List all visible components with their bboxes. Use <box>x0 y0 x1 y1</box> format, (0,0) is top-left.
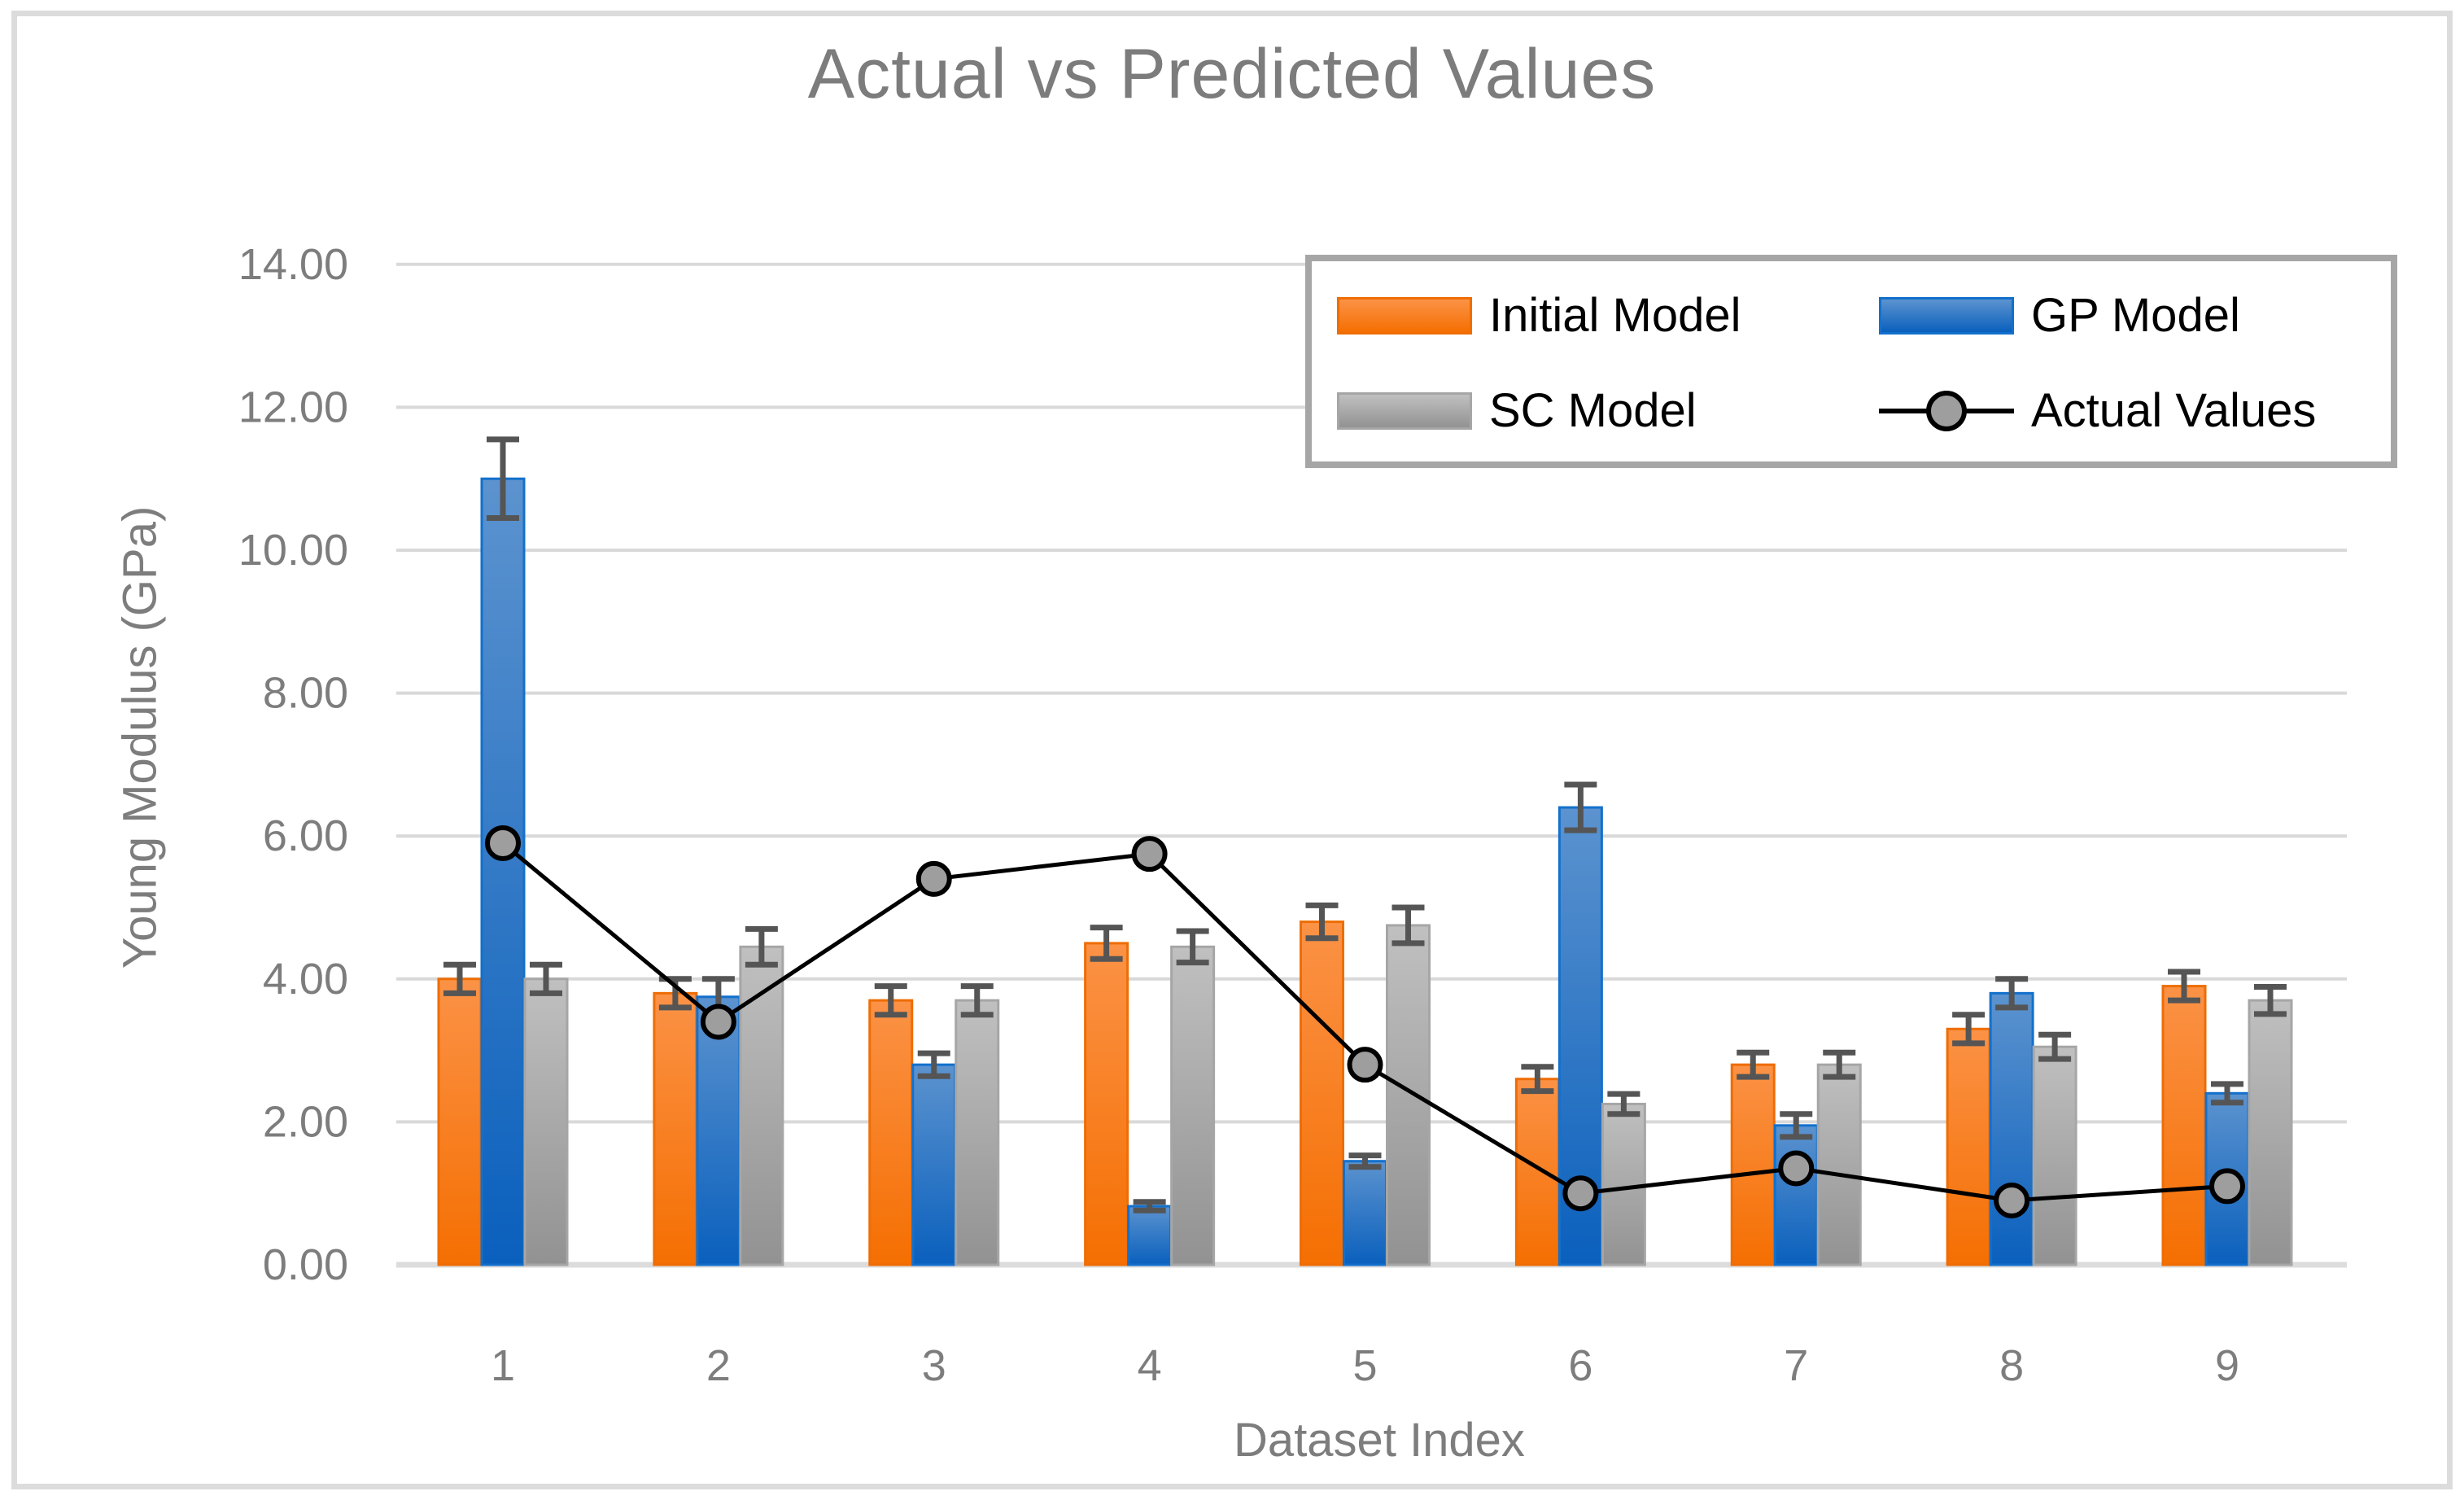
y-tick-label-2: 2.00 <box>263 1097 348 1146</box>
bar-initial-3 <box>868 999 914 1266</box>
legend-label-initial-model: Initial Model <box>1489 289 1741 342</box>
y-tick-label-10: 10.00 <box>238 526 348 575</box>
bar-gp-1 <box>480 477 526 1266</box>
error-bar-gp-3 <box>917 1050 950 1079</box>
actual-values-marker-icon <box>1879 390 2014 431</box>
error-bar-initial-1 <box>443 961 476 996</box>
bar-gp-5 <box>1343 1160 1387 1266</box>
actual-marker-5 <box>1347 1047 1383 1083</box>
error-bar-sc-5 <box>1391 904 1425 947</box>
y-tick-label-0: 0.00 <box>263 1240 348 1289</box>
actual-marker-3 <box>915 860 952 897</box>
x-tick-label-8: 8 <box>1999 1341 2024 1390</box>
x-axis-title: Dataset Index <box>1234 1414 1525 1467</box>
y-tick-label-4: 4.00 <box>263 955 348 1004</box>
gp-model-swatch-icon <box>1879 296 2014 335</box>
bar-sc-1 <box>523 977 569 1266</box>
actual-marker-2 <box>700 1004 736 1040</box>
bar-gp-3 <box>911 1063 957 1266</box>
error-bar-initial-3 <box>874 983 907 1018</box>
error-bar-gp-7 <box>1780 1111 1813 1140</box>
error-bar-sc-1 <box>530 961 562 996</box>
error-bar-gp-5 <box>1348 1152 1382 1170</box>
legend-label-sc-model: SC Model <box>1489 384 1697 437</box>
y-tick-label-12: 12.00 <box>238 383 348 431</box>
legend: Initial Model GP Model SC Model Actual V… <box>1305 255 2397 468</box>
x-tick-label-6: 6 <box>1568 1341 1592 1390</box>
legend-label-actual-values: Actual Values <box>2031 384 2317 437</box>
bar-sc-8 <box>2032 1045 2077 1266</box>
bar-initial-8 <box>1946 1027 1991 1266</box>
x-tick-label-1: 1 <box>491 1341 515 1390</box>
sc-model-swatch-icon <box>1337 391 1472 430</box>
error-bar-sc-9 <box>2254 983 2287 1017</box>
bar-gp-7 <box>1773 1124 1819 1266</box>
error-bar-initial-5 <box>1305 902 1339 942</box>
legend-label-gp-model: GP Model <box>2031 289 2240 342</box>
actual-marker-1 <box>485 824 521 861</box>
actual-marker-6 <box>1562 1175 1599 1212</box>
bar-initial-7 <box>1730 1063 1776 1266</box>
bar-sc-2 <box>739 945 784 1266</box>
actual-marker-8 <box>1994 1182 2030 1218</box>
bar-sc-5 <box>1386 924 1431 1266</box>
bar-initial-6 <box>1514 1078 1560 1266</box>
actual-marker-4 <box>1131 836 1168 872</box>
bar-initial-4 <box>1084 942 1129 1266</box>
bar-sc-7 <box>1816 1063 1862 1266</box>
x-tick-label-5: 5 <box>1352 1341 1377 1390</box>
error-bar-gp-1 <box>487 436 519 521</box>
legend-item-initial-model: Initial Model <box>1337 268 1879 363</box>
error-bar-gp-4 <box>1133 1199 1166 1214</box>
bar-gp-2 <box>696 995 741 1266</box>
x-tick-label-3: 3 <box>922 1341 946 1390</box>
error-bar-gp-6 <box>1564 781 1597 833</box>
bar-sc-4 <box>1170 945 1216 1266</box>
x-tick-label-4: 4 <box>1138 1341 1162 1390</box>
error-bar-sc-4 <box>1176 928 1209 966</box>
error-bar-sc-2 <box>745 925 778 968</box>
legend-item-actual-values: Actual Values <box>1879 363 2391 458</box>
error-bar-gp-8 <box>1995 976 2029 1011</box>
bar-initial-9 <box>2161 985 2207 1266</box>
x-tick-label-9: 9 <box>2215 1341 2239 1390</box>
error-bar-initial-9 <box>2168 969 2200 1004</box>
error-bar-sc-3 <box>960 983 994 1018</box>
bar-sc-6 <box>1601 1102 1646 1266</box>
bar-initial-1 <box>437 977 483 1266</box>
chart-title: Actual vs Predicted Values <box>807 35 1657 113</box>
error-bar-gp-9 <box>2211 1081 2243 1106</box>
actual-marker-9 <box>2209 1168 2245 1205</box>
error-bar-initial-7 <box>1737 1049 1770 1080</box>
x-tick-label-2: 2 <box>706 1341 731 1390</box>
error-bar-sc-8 <box>2038 1031 2072 1062</box>
bar-initial-2 <box>653 991 698 1266</box>
initial-model-swatch-icon <box>1337 296 1472 335</box>
error-bar-sc-7 <box>1823 1049 1856 1080</box>
error-bar-initial-4 <box>1090 925 1123 962</box>
error-bar-sc-6 <box>1607 1091 1640 1117</box>
error-bar-initial-8 <box>1952 1012 1986 1047</box>
bar-initial-5 <box>1300 921 1344 1266</box>
bar-sc-9 <box>2248 999 2293 1266</box>
y-tick-label-8: 8.00 <box>263 669 348 718</box>
y-tick-label-6: 6.00 <box>263 811 348 860</box>
error-bar-initial-6 <box>1521 1064 1554 1095</box>
y-tick-label-14: 14.00 <box>238 240 348 289</box>
bar-gp-4 <box>1127 1205 1173 1266</box>
bar-sc-3 <box>955 999 1000 1266</box>
x-tick-label-7: 7 <box>1784 1341 1808 1390</box>
bar-gp-8 <box>1989 991 2034 1266</box>
legend-item-gp-model: GP Model <box>1879 268 2391 363</box>
actual-marker-7 <box>1778 1150 1815 1187</box>
legend-item-sc-model: SC Model <box>1337 363 1879 458</box>
